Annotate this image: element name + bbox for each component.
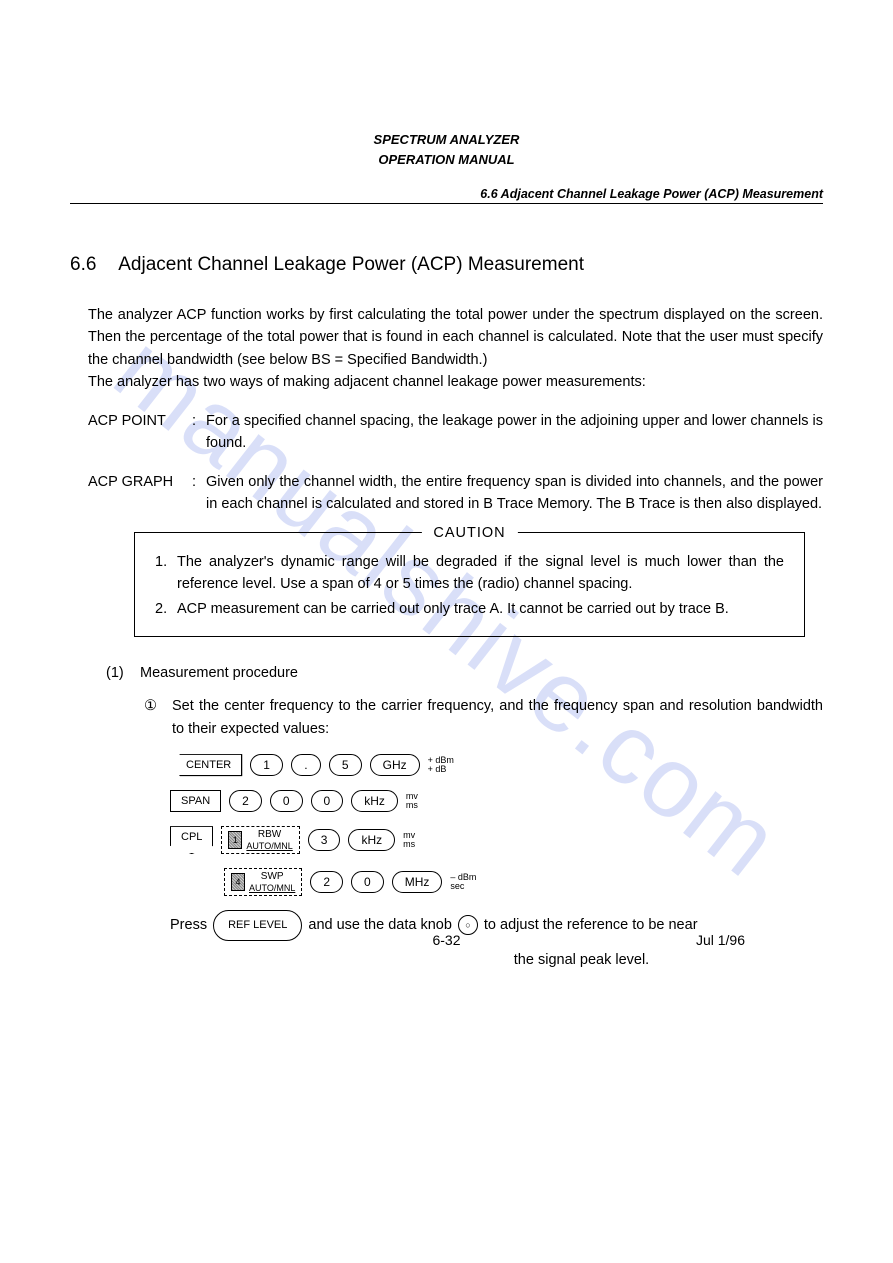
- digit-key[interactable]: 2: [229, 790, 262, 812]
- softkey-bottom: AUTO/MNL: [249, 883, 295, 893]
- caution-text: The analyzer's dynamic range will be deg…: [177, 551, 784, 596]
- digit-key[interactable]: 0: [270, 790, 303, 812]
- digit-key[interactable]: 5: [329, 754, 362, 776]
- softkey-swp[interactable]: 4 SWPAUTO/MNL: [224, 868, 302, 896]
- caution-text: ACP measurement can be carried out only …: [177, 598, 784, 620]
- section-number: 6.6: [70, 254, 114, 276]
- key-row-swp: 4 SWPAUTO/MNL 2 0 MHz – dBmsec: [224, 868, 823, 896]
- softkey-top: RBW: [258, 829, 281, 841]
- def-colon: :: [192, 410, 206, 455]
- softkey-bottom: AUTO/MNL: [246, 841, 292, 851]
- caution-title: CAUTION: [421, 522, 517, 544]
- key-row-cpl: CPL 1 RBWAUTO/MNL 3 kHz mvms: [170, 826, 823, 854]
- step-marker: ①: [144, 695, 172, 740]
- softkey-top: SWP: [261, 871, 284, 883]
- def-body: Given only the channel width, the entire…: [206, 471, 823, 516]
- def-colon: :: [192, 471, 206, 516]
- caution-item-1: 1. The analyzer's dynamic range will be …: [155, 551, 784, 596]
- center-button[interactable]: CENTER: [170, 754, 242, 776]
- key-row-span: SPAN 2 0 0 kHz mvms: [170, 790, 823, 812]
- section-header-rule: [70, 203, 823, 204]
- page-content: 6.6 Adjacent Channel Leakage Power (ACP)…: [70, 254, 823, 974]
- span-button[interactable]: SPAN: [170, 790, 221, 812]
- section-title-text: Adjacent Channel Leakage Power (ACP) Mea…: [118, 254, 584, 275]
- softkey-rbw[interactable]: 1 RBWAUTO/MNL: [221, 826, 299, 854]
- procedure-number: (1): [106, 665, 140, 681]
- digit-key[interactable]: 0: [351, 871, 384, 893]
- section-header-label: 6.6 Adjacent Channel Leakage Power (ACP)…: [70, 187, 823, 201]
- section-header-bar: 6.6 Adjacent Channel Leakage Power (ACP)…: [70, 187, 823, 204]
- page-date: Jul 1/96: [696, 932, 745, 948]
- key-row-center: CENTER 1 . 5 GHz + dBm+ dB: [170, 754, 823, 776]
- unit-suffix: mvms: [406, 792, 418, 811]
- page-number: 6-32: [432, 932, 460, 948]
- procedure-heading: (1) Measurement procedure: [106, 665, 823, 681]
- doc-header: SPECTRUM ANALYZER OPERATION MANUAL: [70, 130, 823, 169]
- caution-num: 1.: [155, 551, 177, 596]
- procedure-title: Measurement procedure: [140, 665, 298, 681]
- press-tail: the signal peak level.: [170, 947, 823, 975]
- key-sequence-area: CENTER 1 . 5 GHz + dBm+ dB SPAN 2 0 0 kH…: [170, 754, 823, 896]
- step-text: Set the center frequency to the carrier …: [172, 695, 823, 740]
- unit-key[interactable]: GHz: [370, 754, 420, 776]
- intro-paragraph: The analyzer ACP function works by first…: [88, 304, 823, 394]
- unit-key[interactable]: kHz: [348, 829, 395, 851]
- def-label: ACP POINT: [88, 410, 192, 455]
- caution-num: 2.: [155, 598, 177, 620]
- softkey-index: 1: [228, 831, 242, 849]
- def-acp-point: ACP POINT : For a specified channel spac…: [88, 410, 823, 455]
- step-1: ① Set the center frequency to the carrie…: [144, 695, 823, 740]
- digit-key[interactable]: 1: [250, 754, 283, 776]
- digit-key[interactable]: 2: [310, 871, 343, 893]
- def-body: For a specified channel spacing, the lea…: [206, 410, 823, 455]
- digit-key[interactable]: 3: [308, 829, 341, 851]
- unit-suffix: + dBm+ dB: [428, 756, 454, 775]
- cpl-button[interactable]: CPL: [170, 826, 213, 854]
- caution-box: CAUTION 1. The analyzer's dynamic range …: [134, 532, 805, 637]
- section-title: 6.6 Adjacent Channel Leakage Power (ACP)…: [70, 254, 823, 276]
- unit-suffix: mvms: [403, 831, 415, 850]
- page-footer: 6-32 Jul 1/96: [70, 932, 823, 948]
- softkey-index: 4: [231, 873, 245, 891]
- def-acp-graph: ACP GRAPH : Given only the channel width…: [88, 471, 823, 516]
- def-label: ACP GRAPH: [88, 471, 192, 516]
- digit-key[interactable]: .: [291, 754, 321, 776]
- unit-key[interactable]: kHz: [351, 790, 398, 812]
- header-line-2: OPERATION MANUAL: [70, 150, 823, 170]
- digit-key[interactable]: 0: [311, 790, 344, 812]
- unit-key[interactable]: MHz: [392, 871, 443, 893]
- unit-suffix: – dBmsec: [450, 873, 476, 892]
- header-line-1: SPECTRUM ANALYZER: [70, 130, 823, 150]
- caution-item-2: 2. ACP measurement can be carried out on…: [155, 598, 784, 620]
